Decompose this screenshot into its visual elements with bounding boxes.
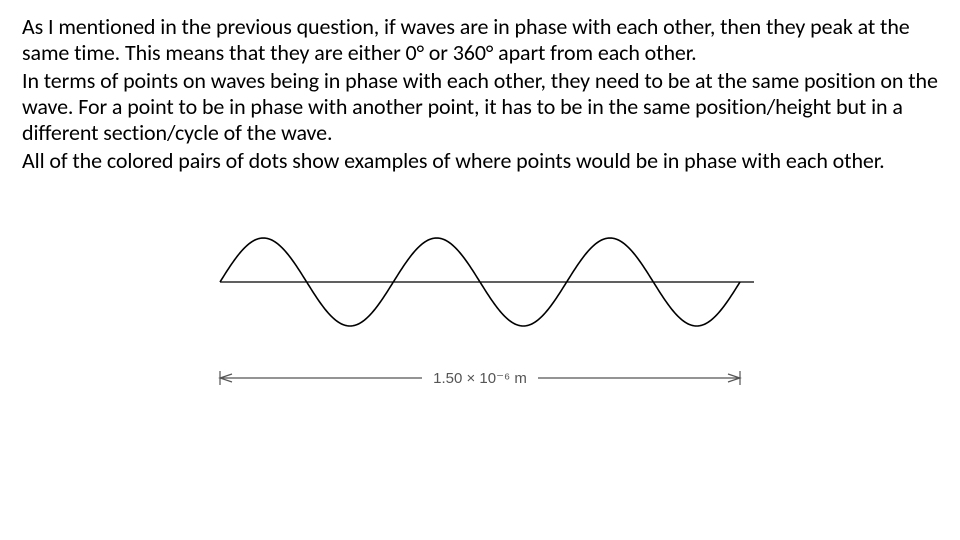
wave-diagram-svg: 1.50 × 10⁻⁶ m xyxy=(200,216,760,426)
dimension-label: 1.50 × 10⁻⁶ m xyxy=(433,370,527,387)
paragraph-1: As I mentioned in the previous question,… xyxy=(22,14,938,66)
slide-page: As I mentioned in the previous question,… xyxy=(0,0,960,431)
figure-container: 1.50 × 10⁻⁶ m xyxy=(22,216,938,431)
paragraph-2: In terms of points on waves being in pha… xyxy=(22,68,938,146)
paragraph-3: All of the colored pairs of dots show ex… xyxy=(22,148,938,174)
wave-figure: 1.50 × 10⁻⁶ m xyxy=(200,216,760,431)
